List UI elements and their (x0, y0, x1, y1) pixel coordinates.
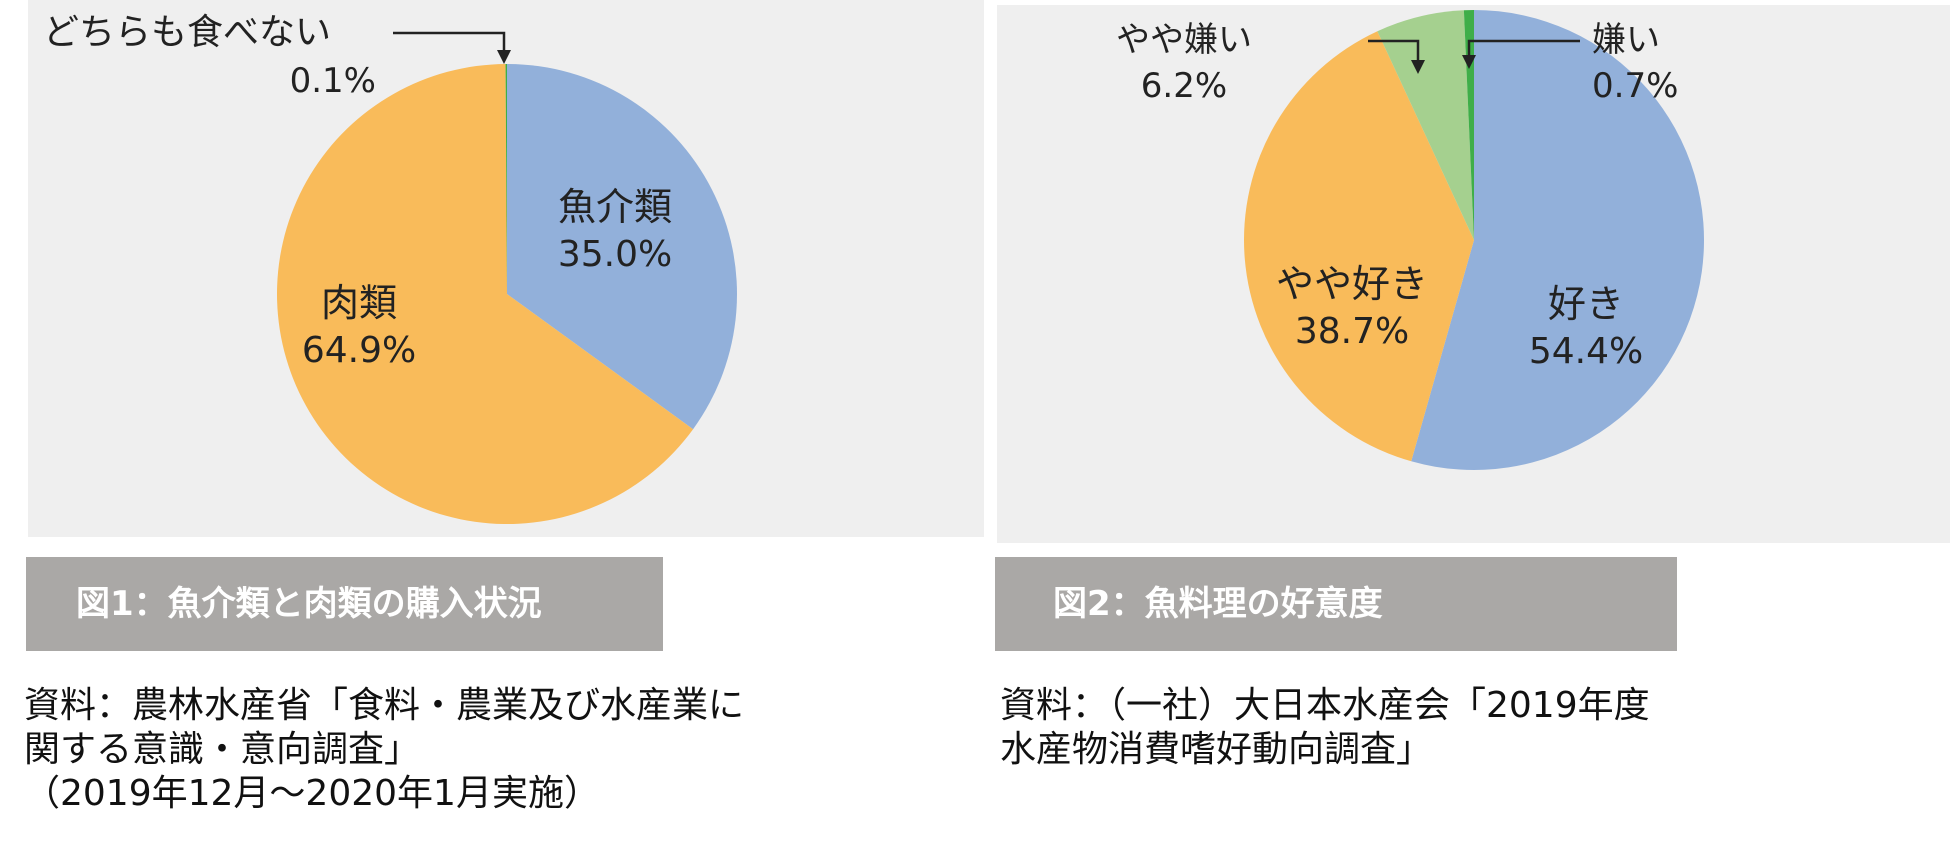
chart2-panel: 好き 54.4% やや好き 38.7% やや嫌い 6.2% 嫌い 0.7% (997, 5, 1950, 543)
figure1-source: 資料：農林水産省「食料・農業及び水産業に 関する意識・意向調査」 （2019年1… (24, 684, 744, 816)
chart2-leader-3 (1467, 39, 1580, 59)
chart2-label-3: 嫌い (1592, 20, 1660, 60)
figure2-caption: 図2：魚料理の好意度 (1053, 584, 1383, 624)
figure2-source: 資料：（一社）大日本水産会「2019年度 水産物消費嗜好動向調査」 (1000, 684, 1650, 772)
chart2-slice-0 (1411, 10, 1704, 471)
chart2-slice-3 (1463, 10, 1474, 240)
chart1-value-2: 0.1% (290, 61, 376, 101)
chart1-slice-2 (505, 64, 507, 294)
figure1-caption-box: 図1：魚介類と肉類の購入状況 (26, 557, 663, 651)
chart1-leader-2 (393, 31, 506, 54)
figure2-source-line-2: 水産物消費嗜好動向調査」 (1000, 729, 1433, 770)
chart2-arrow-2 (1411, 60, 1425, 74)
chart1-slice-1 (276, 64, 694, 524)
chart2-slice-2 (1377, 10, 1474, 240)
figure2-source-line-1: 資料：（一社）大日本水産会「2019年度 (1000, 685, 1650, 726)
chart1-value-0: 35.0% (558, 234, 672, 275)
figure1-source-line-3: （2019年12月～2020年1月実施） (24, 773, 600, 814)
chart2-pie: 好き 54.4% やや好き 38.7% やや嫌い 6.2% 嫌い 0.7% (1116, 10, 1704, 471)
figure2-caption-box: 図2：魚料理の好意度 (995, 557, 1677, 651)
chart2-value-1: 38.7% (1295, 311, 1409, 352)
chart1-pie: 魚介類 35.0% 肉類 64.9% どちらも食べない 0.1% (43, 12, 737, 524)
figure1-source-line-2: 関する意識・意向調査」 (24, 729, 421, 770)
chart2-arrow-3 (1462, 55, 1476, 69)
figure1-caption: 図1：魚介類と肉類の購入状況 (76, 584, 542, 624)
chart2-value-0: 54.4% (1529, 331, 1643, 372)
chart1-label-2: どちらも食べない (43, 12, 331, 53)
chart2-label-2: やや嫌い (1116, 20, 1252, 60)
chart1-slice-0 (507, 64, 737, 430)
chart1-value-1: 64.9% (302, 330, 416, 371)
chart1-label-0: 魚介類 (558, 185, 672, 229)
figure1-source-line-1: 資料：農林水産省「食料・農業及び水産業に (24, 685, 745, 726)
chart2-label-1: やや好き (1276, 262, 1428, 306)
chart1-arrow-2 (497, 50, 511, 64)
chart2-value-3: 0.7% (1592, 66, 1678, 106)
chart2-slice-1 (1244, 31, 1474, 462)
chart1-label-1: 肉類 (321, 281, 397, 325)
chart2-label-0: 好き (1548, 282, 1624, 326)
chart2-value-2: 6.2% (1141, 66, 1227, 106)
chart1-panel: 魚介類 35.0% 肉類 64.9% どちらも食べない 0.1% (28, 0, 984, 537)
chart2-leader-2 (1368, 39, 1420, 64)
